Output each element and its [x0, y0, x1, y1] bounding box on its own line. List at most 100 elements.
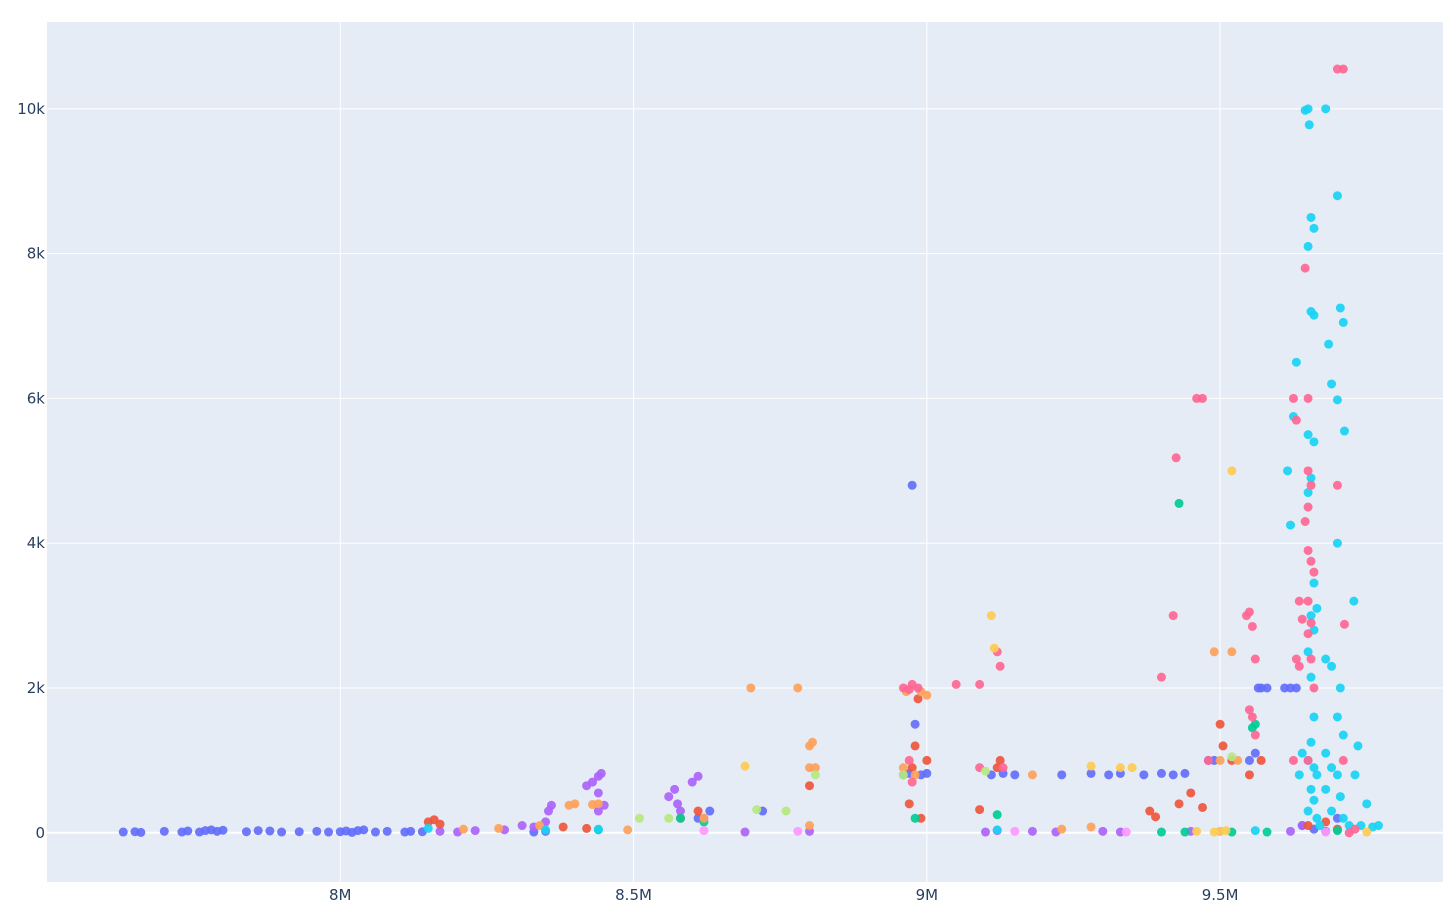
y-tick-label: 4k: [27, 534, 46, 552]
data-point: [494, 823, 504, 833]
data-point: [1306, 784, 1316, 794]
data-point: [593, 799, 603, 809]
data-point: [593, 806, 603, 816]
data-point: [1306, 212, 1316, 222]
data-point: [910, 719, 920, 729]
data-point: [1250, 654, 1260, 664]
data-point: [277, 827, 287, 837]
data-point: [980, 827, 990, 837]
data-point: [746, 683, 756, 693]
data-point: [1291, 415, 1301, 425]
data-point: [541, 825, 551, 835]
data-point: [1350, 770, 1360, 780]
data-point: [183, 826, 193, 836]
data-point: [913, 694, 923, 704]
data-point: [1139, 770, 1149, 780]
data-point: [118, 827, 128, 837]
data-point: [793, 826, 803, 836]
data-point: [922, 768, 932, 778]
data-point: [1362, 827, 1372, 837]
data-point: [265, 826, 275, 836]
data-point: [1303, 629, 1313, 639]
data-point: [382, 826, 392, 836]
data-point: [1180, 827, 1190, 837]
data-point: [1327, 661, 1337, 671]
data-point: [1315, 821, 1325, 831]
x-tick-label: 8.5M: [615, 886, 652, 904]
data-point: [546, 800, 556, 810]
x-tick-label: 9M: [916, 886, 939, 904]
data-point: [1198, 802, 1208, 812]
data-point: [1309, 763, 1319, 773]
data-point: [1309, 578, 1319, 588]
data-point: [1309, 437, 1319, 447]
data-point: [218, 825, 228, 835]
data-point: [1168, 611, 1178, 621]
data-point: [673, 799, 683, 809]
data-point: [898, 770, 908, 780]
x-axis-ticks: 8M 8.5M 9M 9.5M: [329, 886, 1238, 904]
data-point: [570, 799, 580, 809]
data-point: [1115, 763, 1125, 773]
data-point: [1303, 104, 1313, 114]
data-point: [1303, 821, 1313, 831]
data-point: [1312, 770, 1322, 780]
data-point: [1339, 426, 1349, 436]
data-point: [470, 826, 480, 836]
data-point: [1285, 520, 1295, 530]
data-point: [406, 826, 416, 836]
y-tick-label: 6k: [27, 389, 46, 407]
data-point: [995, 661, 1005, 671]
data-point: [1338, 813, 1348, 823]
data-point: [1057, 824, 1067, 834]
data-point: [294, 827, 304, 837]
data-point: [793, 683, 803, 693]
data-point: [904, 799, 914, 809]
data-point: [910, 813, 920, 823]
data-point: [1227, 466, 1237, 476]
data-point: [1321, 104, 1331, 114]
data-point: [1327, 379, 1337, 389]
data-point: [1332, 538, 1342, 548]
data-point: [805, 821, 815, 831]
data-point: [1303, 502, 1313, 512]
data-point: [1086, 822, 1096, 832]
data-point: [1244, 705, 1254, 715]
data-point: [1321, 654, 1331, 664]
data-point: [1294, 770, 1304, 780]
data-point: [693, 771, 703, 781]
data-point: [1192, 826, 1202, 836]
data-point: [1221, 826, 1231, 836]
data-point: [980, 766, 990, 776]
data-point: [907, 777, 917, 787]
data-point: [1306, 737, 1316, 747]
data-point: [1332, 712, 1342, 722]
data-point: [1309, 683, 1319, 693]
data-point: [517, 821, 527, 831]
data-point: [1244, 755, 1254, 765]
data-point: [1174, 498, 1184, 508]
data-point: [1057, 770, 1067, 780]
data-point: [975, 805, 985, 815]
data-point: [1324, 339, 1334, 349]
data-point: [1306, 611, 1316, 621]
y-tick-label: 0: [35, 824, 45, 842]
data-point: [951, 679, 961, 689]
data-point: [1156, 672, 1166, 682]
data-point: [810, 763, 820, 773]
data-point: [1027, 770, 1037, 780]
data-point: [1283, 466, 1293, 476]
data-point: [1244, 770, 1254, 780]
data-point: [807, 737, 817, 747]
data-point: [670, 784, 680, 794]
data-point: [1309, 795, 1319, 805]
data-point: [1027, 826, 1037, 836]
data-point: [705, 806, 715, 816]
data-point: [1256, 755, 1266, 765]
data-point: [1335, 792, 1345, 802]
data-point: [253, 826, 263, 836]
data-point: [1312, 813, 1322, 823]
data-point: [1127, 763, 1137, 773]
data-point: [1332, 480, 1342, 490]
